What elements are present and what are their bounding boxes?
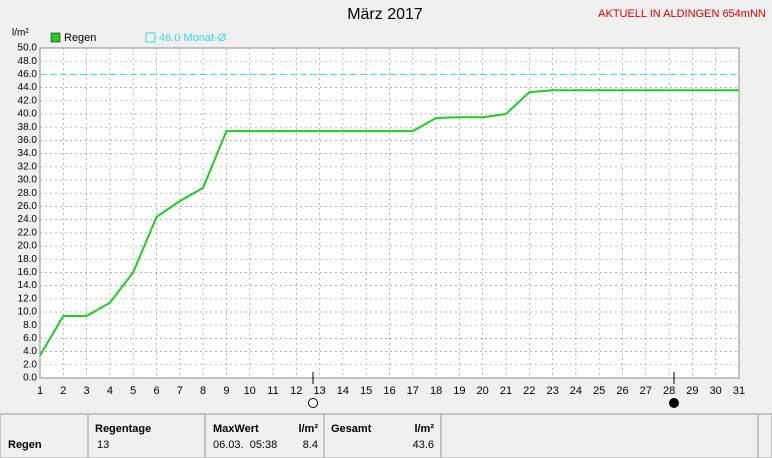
cell: 43.6	[413, 439, 434, 451]
x-tick-label: 14	[337, 385, 349, 397]
y-tick-label: 50.0	[18, 43, 38, 54]
y-tick-label: 38.0	[18, 122, 38, 133]
y-tick-label: 36.0	[18, 135, 38, 146]
y-tick-label: 48.0	[18, 56, 38, 67]
y-tick-label: 32.0	[18, 161, 38, 172]
x-tick-label: 24	[570, 385, 582, 397]
header: Gesamt	[331, 423, 372, 435]
x-tick-label: 11	[267, 385, 278, 397]
y-tick-label: 0.0	[23, 373, 37, 384]
header: l/m²	[414, 423, 434, 435]
row-label: Regen	[8, 439, 42, 451]
y-tick-label: 44.0	[18, 82, 38, 93]
y-tick-label: 22.0	[18, 227, 38, 238]
cell: 06.03. 05:38	[213, 439, 277, 451]
legend-swatch	[50, 32, 61, 43]
y-tick-label: 8.0	[23, 320, 37, 331]
x-tick-label: 22	[523, 385, 535, 397]
x-tick-label: 2	[60, 385, 66, 397]
x-tick-label: 25	[593, 385, 605, 397]
x-tick-label: 15	[360, 385, 372, 397]
y-tick-label: 10.0	[18, 307, 38, 318]
y-label: l/m²	[12, 28, 29, 39]
chart-title: März 2017	[347, 6, 423, 23]
cell: 8.4	[303, 439, 318, 451]
x-tick-label: 27	[640, 385, 652, 397]
y-tick-label: 24.0	[18, 214, 38, 225]
x-tick-label: 3	[84, 385, 90, 397]
y-tick-label: 28.0	[18, 188, 38, 199]
x-tick-label: 13	[313, 385, 325, 397]
x-tick-label: 1	[37, 385, 43, 397]
x-tick-label: 7	[177, 385, 183, 397]
legend-label: Regen	[64, 32, 96, 44]
y-tick-label: 34.0	[18, 148, 38, 159]
x-tick-label: 17	[407, 385, 419, 397]
cell: 13	[97, 439, 109, 451]
y-tick-label: 14.0	[18, 280, 38, 291]
y-tick-label: 4.0	[23, 346, 37, 357]
x-tick-label: 9	[223, 385, 229, 397]
y-tick-label: 2.0	[23, 359, 37, 370]
x-tick-label: 21	[500, 385, 512, 397]
y-tick-label: 20.0	[18, 241, 38, 252]
x-tick-label: 8	[200, 385, 206, 397]
marker-icon	[669, 398, 679, 408]
x-tick-label: 26	[616, 385, 628, 397]
legend-label: 46.0 Monat-Ø	[159, 32, 227, 44]
x-tick-label: 20	[477, 385, 489, 397]
y-tick-label: 26.0	[18, 201, 38, 212]
x-tick-label: 23	[546, 385, 558, 397]
legend: Regen 46.0 Monat-Ø	[50, 32, 227, 44]
header: Regentage	[95, 423, 151, 435]
x-tick-label: 29	[686, 385, 698, 397]
summary-table: Regen Regentage MaxWert l/m² Gesamt l/m²…	[0, 413, 772, 458]
table-bg	[0, 413, 772, 458]
y-tick-label: 6.0	[23, 333, 37, 344]
legend-swatch	[145, 32, 156, 43]
header: MaxWert	[213, 423, 259, 435]
x-tick-label: 4	[107, 385, 113, 397]
y-tick-label: 40.0	[18, 109, 38, 120]
data-line	[39, 89, 739, 357]
x-tick-label: 31	[733, 385, 745, 397]
chart-subtitle: AKTUELL IN ALDINGEN 654mNN	[598, 8, 766, 20]
header: l/m²	[298, 423, 318, 435]
x-tick-label: 5	[130, 385, 136, 397]
x-tick-label: 18	[430, 385, 442, 397]
y-tick-label: 12.0	[18, 293, 38, 304]
y-tick-label: 30.0	[18, 175, 38, 186]
y-tick-label: 18.0	[18, 254, 38, 265]
y-tick-label: 16.0	[18, 267, 38, 278]
x-tick-label: 19	[453, 385, 465, 397]
x-tick-label: 10	[244, 385, 256, 397]
x-tick-label: 30	[710, 385, 722, 397]
x-tick-label: 6	[153, 385, 159, 397]
y-tick-label: 46.0	[18, 69, 38, 80]
x-tick-label: 12	[290, 385, 302, 397]
x-tick-label: 16	[383, 385, 395, 397]
marker-icon	[308, 398, 318, 408]
x-tick-label: 28	[663, 385, 675, 397]
y-tick-label: 42.0	[18, 95, 38, 106]
